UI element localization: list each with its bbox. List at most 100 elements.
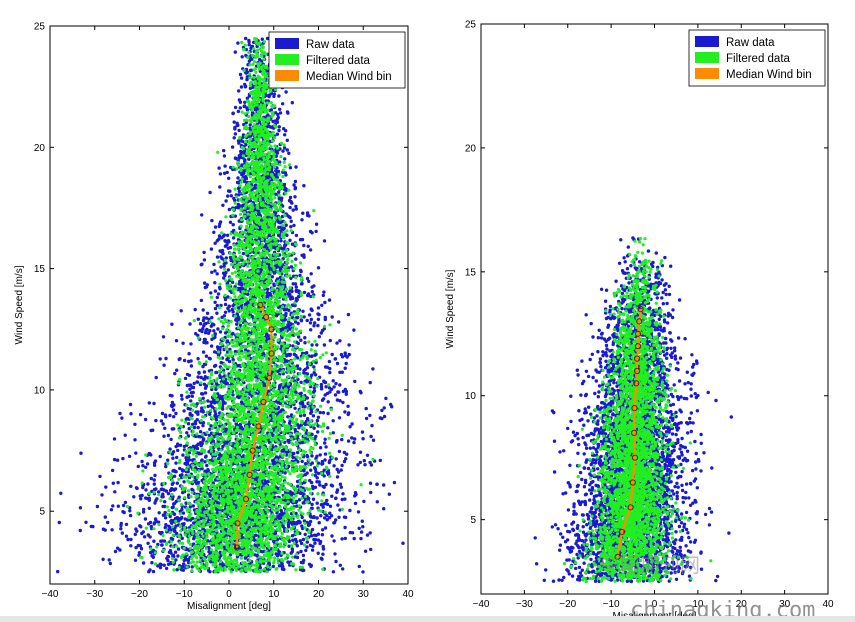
raw-point bbox=[320, 398, 325, 402]
raw-point bbox=[277, 516, 282, 521]
raw-point bbox=[157, 490, 161, 494]
raw-point bbox=[298, 273, 302, 278]
raw-point bbox=[266, 287, 270, 291]
raw-point bbox=[316, 471, 321, 476]
raw-point bbox=[361, 437, 365, 441]
raw-point bbox=[359, 391, 363, 395]
raw-point bbox=[306, 523, 311, 527]
raw-point bbox=[288, 195, 293, 200]
raw-point bbox=[197, 371, 201, 375]
raw-point bbox=[300, 253, 304, 257]
raw-point bbox=[311, 414, 316, 418]
raw-point bbox=[278, 282, 282, 286]
raw-point bbox=[299, 549, 303, 554]
raw-point bbox=[196, 317, 200, 321]
raw-point bbox=[302, 290, 307, 295]
raw-point bbox=[215, 303, 219, 308]
raw-point bbox=[170, 400, 175, 405]
chart-panel-1: −40 −30 −20 −10 0 10 20 30 40510152025Misalignme… bbox=[14, 22, 414, 613]
raw-point bbox=[278, 111, 283, 115]
raw-point bbox=[226, 246, 230, 250]
raw-point bbox=[357, 526, 361, 530]
raw-point bbox=[201, 350, 206, 354]
raw-point bbox=[109, 508, 114, 512]
raw-point bbox=[316, 551, 320, 555]
raw-point bbox=[313, 541, 317, 545]
raw-point bbox=[302, 184, 306, 188]
raw-point bbox=[219, 360, 223, 365]
raw-point bbox=[133, 422, 137, 426]
raw-point bbox=[299, 282, 304, 286]
raw-point bbox=[159, 419, 164, 423]
raw-point bbox=[209, 344, 214, 348]
raw-point bbox=[276, 115, 280, 120]
raw-point bbox=[288, 205, 292, 210]
raw-point bbox=[328, 338, 332, 343]
raw-point bbox=[162, 563, 166, 567]
raw-point bbox=[295, 479, 300, 484]
raw-point bbox=[169, 536, 173, 541]
raw-point bbox=[257, 272, 261, 276]
raw-point bbox=[275, 132, 280, 136]
raw-point bbox=[356, 510, 361, 514]
raw-point bbox=[146, 482, 150, 486]
raw-point bbox=[343, 410, 347, 414]
raw-point bbox=[241, 251, 246, 256]
raw-point bbox=[360, 430, 365, 434]
raw-point bbox=[316, 312, 320, 316]
raw-point bbox=[302, 368, 306, 373]
raw-point bbox=[280, 196, 284, 200]
raw-point bbox=[310, 343, 314, 347]
raw-point bbox=[322, 239, 327, 243]
raw-point bbox=[222, 314, 227, 318]
raw-point bbox=[243, 348, 248, 352]
raw-point bbox=[164, 523, 168, 527]
raw-point bbox=[183, 461, 187, 466]
raw-point bbox=[239, 139, 244, 143]
raw-point bbox=[278, 327, 283, 332]
raw-point bbox=[78, 528, 83, 533]
raw-point bbox=[294, 257, 298, 261]
raw-point bbox=[196, 333, 200, 338]
raw-point bbox=[275, 151, 280, 155]
raw-point bbox=[281, 524, 285, 529]
raw-point bbox=[237, 282, 242, 286]
raw-point bbox=[242, 104, 246, 109]
raw-point bbox=[290, 296, 295, 301]
raw-point bbox=[294, 165, 298, 169]
raw-point bbox=[124, 534, 129, 538]
raw-point bbox=[334, 496, 338, 501]
raw-point bbox=[172, 474, 177, 478]
raw-point bbox=[378, 458, 382, 463]
raw-point bbox=[84, 520, 88, 524]
raw-point bbox=[313, 473, 318, 478]
raw-point bbox=[309, 328, 313, 332]
raw-point bbox=[180, 397, 184, 401]
raw-point bbox=[167, 524, 171, 528]
raw-point bbox=[216, 392, 220, 396]
raw-point bbox=[144, 488, 148, 492]
raw-point bbox=[172, 427, 176, 431]
raw-point bbox=[112, 457, 117, 462]
raw-point bbox=[207, 433, 211, 437]
raw-point bbox=[188, 411, 192, 416]
raw-point bbox=[305, 318, 309, 323]
raw-point bbox=[233, 214, 237, 218]
raw-point bbox=[160, 411, 165, 416]
raw-point bbox=[315, 501, 319, 505]
raw-point bbox=[262, 482, 267, 486]
raw-point bbox=[212, 398, 216, 403]
raw-point bbox=[134, 451, 138, 455]
raw-point bbox=[314, 222, 319, 226]
raw-point bbox=[290, 101, 294, 105]
raw-point bbox=[320, 462, 324, 466]
raw-point bbox=[281, 448, 285, 453]
raw-point bbox=[283, 318, 287, 322]
raw-point bbox=[247, 330, 251, 335]
raw-point bbox=[233, 156, 238, 160]
raw-point bbox=[206, 404, 210, 409]
raw-point bbox=[308, 321, 313, 325]
raw-point bbox=[162, 539, 167, 543]
raw-point bbox=[333, 393, 338, 397]
raw-point bbox=[313, 373, 318, 377]
